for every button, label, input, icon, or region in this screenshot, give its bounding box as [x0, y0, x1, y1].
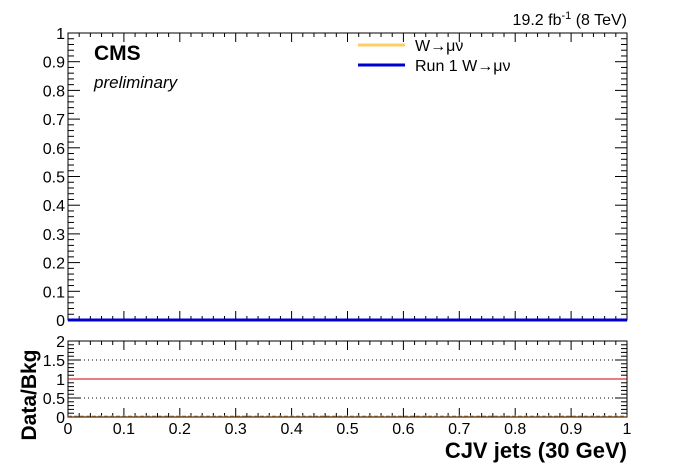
ratio-y-tick-label: 1 — [56, 372, 65, 389]
ratio-axis-ticks: 0 0.5 1 1.5 2 0 0.1 0.2 0.3 0.4 0.5 0.6 0.7 0.8 0.9 1 — [43, 334, 632, 438]
y-tick-label: 0 — [56, 313, 65, 330]
y-tick-label: 0.9 — [43, 55, 65, 72]
ratio-y-tick-label: 1.5 — [43, 353, 65, 370]
x-tick-label: 0 — [64, 421, 73, 438]
y-tick-label: 1 — [56, 26, 65, 43]
ratio-y-tick-label: 0.5 — [43, 391, 65, 408]
cms-sublabel: preliminary — [93, 73, 179, 92]
x-tick-label: 0.3 — [225, 421, 247, 438]
x-tick-label: 0.7 — [448, 421, 470, 438]
y-tick-label: 0.5 — [43, 170, 65, 187]
y-tick-label: 0.2 — [43, 256, 65, 273]
y-tick-label: 0.8 — [43, 83, 65, 100]
y-tick-label: 0.4 — [43, 198, 65, 215]
main-axis-ticks: 0 0.1 0.2 0.3 0.4 0.5 0.6 0.7 0.8 0.9 1 — [43, 26, 628, 330]
legend-label-run1-w-munu: Run 1 W→μν — [415, 58, 510, 75]
x-tick-label: 0.4 — [280, 421, 302, 438]
x-tick-label: 1 — [623, 421, 632, 438]
y-tick-label: 0.3 — [43, 227, 65, 244]
ratio-y-tick-label: 0 — [56, 410, 65, 427]
y-tick-label: 0.6 — [43, 141, 65, 158]
legend-label-w-munu: W→μν — [415, 38, 463, 55]
x-tick-label: 0.5 — [336, 421, 358, 438]
y-tick-label: 0.7 — [43, 112, 65, 129]
lumi-label: 19.2 fb-1 (8 TeV) — [513, 10, 627, 29]
cms-label: CMS — [94, 42, 141, 65]
legend: W→μν Run 1 W→μν — [358, 38, 510, 75]
x-tick-label: 0.8 — [504, 421, 526, 438]
ratio-y-axis-title: Data/Bkg — [18, 349, 41, 440]
y-tick-label: 0.1 — [43, 284, 65, 301]
ratio-y-tick-label: 2 — [56, 334, 65, 351]
x-tick-label: 0.9 — [560, 421, 582, 438]
ratio-lines-group — [68, 359, 627, 417]
x-axis-title: CJV jets (30 GeV) — [445, 438, 627, 463]
x-tick-label: 0.1 — [113, 421, 135, 438]
x-tick-label: 0.2 — [169, 421, 191, 438]
x-tick-label: 0.6 — [392, 421, 414, 438]
